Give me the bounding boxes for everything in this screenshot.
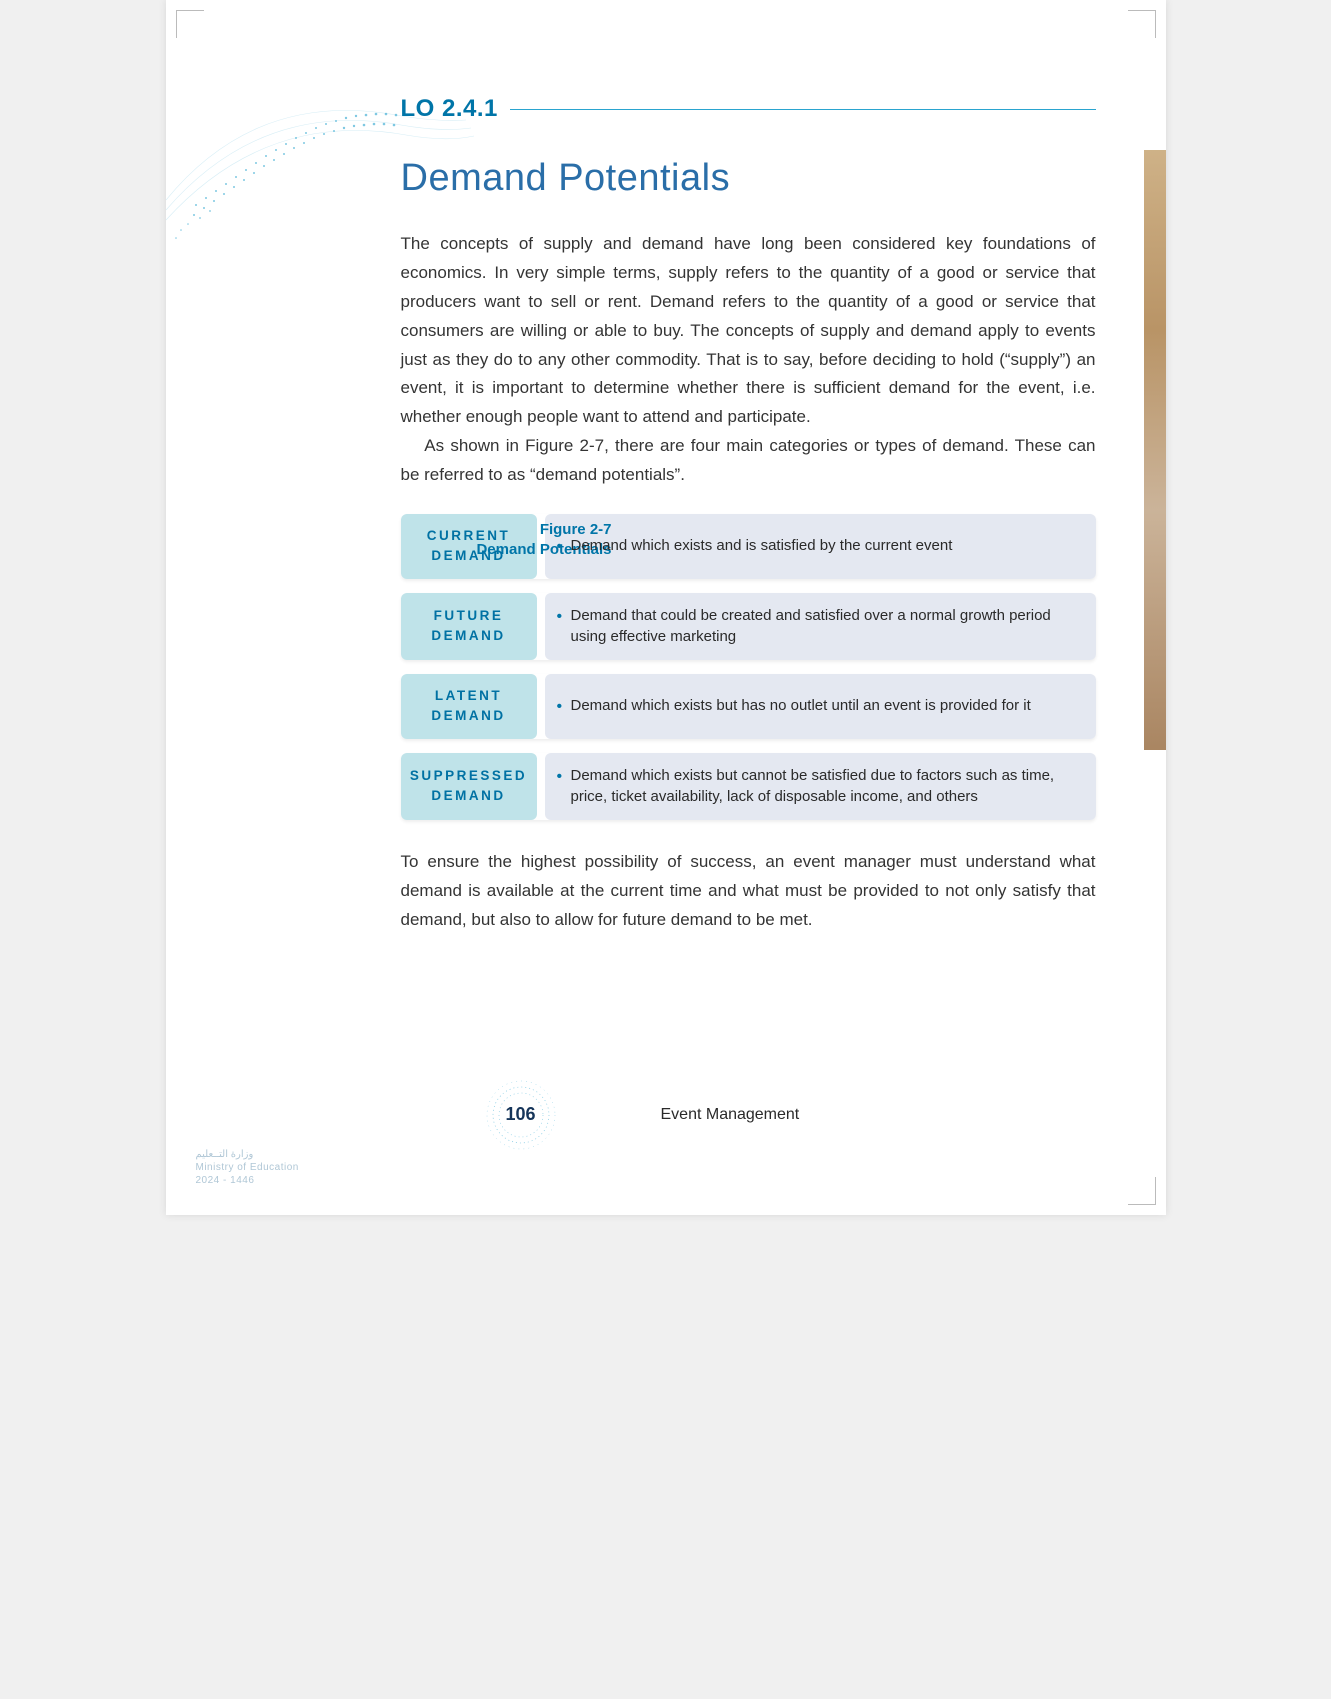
- ministry-year: 2024 - 1446: [196, 1174, 299, 1187]
- figure-2-7: Figure 2-7 Demand Potentials CURRENT DEM…: [401, 514, 1096, 820]
- running-book-title: Event Management: [661, 1106, 800, 1124]
- desc-text: Demand which exists but cannot be satisf…: [551, 765, 1078, 809]
- demand-desc: Demand which exists and is satisfied by …: [545, 514, 1096, 579]
- closing-paragraph: To ensure the highest possibility of suc…: [401, 848, 1096, 935]
- page-number-ornament: 106: [481, 1075, 561, 1155]
- demand-label: LATENT DEMAND: [401, 674, 537, 739]
- crop-mark: [176, 10, 204, 38]
- label-line: FUTURE: [434, 606, 504, 626]
- section-title: Demand Potentials: [401, 157, 1096, 200]
- page: LO 2.4.1 Demand Potentials The concepts …: [166, 0, 1166, 1215]
- crop-mark: [1128, 1177, 1156, 1205]
- lo-header-row: LO 2.4.1: [401, 95, 1096, 123]
- demand-desc: Demand which exists but cannot be satisf…: [545, 753, 1096, 821]
- label-line: DEMAND: [431, 786, 505, 806]
- demand-row-latent: LATENT DEMAND Demand which exists but ha…: [401, 674, 1096, 739]
- label-line: LATENT: [435, 686, 502, 706]
- photo-bleed-strip: [1144, 150, 1166, 750]
- demand-label: FUTURE DEMAND: [401, 593, 537, 661]
- desc-text: Demand which exists but has no outlet un…: [551, 695, 1031, 717]
- content-column: LO 2.4.1 Demand Potentials The concepts …: [401, 0, 1096, 1155]
- label-line: SUPPRESSED: [410, 766, 527, 786]
- ministry-ar: وزارة التــعليم: [196, 1148, 299, 1161]
- demand-desc: Demand which exists but has no outlet un…: [545, 674, 1096, 739]
- ministry-stamp: وزارة التــعليم Ministry of Education 20…: [196, 1148, 299, 1187]
- demand-label: SUPPRESSED DEMAND: [401, 753, 537, 821]
- crop-mark: [1128, 10, 1156, 38]
- paragraph: As shown in Figure 2-7, there are four m…: [401, 432, 1096, 490]
- lo-rule: [510, 109, 1096, 110]
- ministry-en: Ministry of Education: [196, 1161, 299, 1174]
- demand-row-future: FUTURE DEMAND Demand that could be creat…: [401, 593, 1096, 661]
- intro-text: The concepts of supply and demand have l…: [401, 230, 1096, 490]
- page-number: 106: [505, 1104, 535, 1125]
- label-line: DEMAND: [431, 626, 505, 646]
- desc-text: Demand that could be created and satisfi…: [551, 605, 1078, 649]
- page-footer: 106 Event Management: [401, 1075, 1096, 1155]
- label-line: DEMAND: [431, 706, 505, 726]
- paragraph: The concepts of supply and demand have l…: [401, 230, 1096, 432]
- desc-text: Demand which exists and is satisfied by …: [551, 535, 953, 557]
- lo-label: LO 2.4.1: [401, 95, 498, 123]
- demand-desc: Demand that could be created and satisfi…: [545, 593, 1096, 661]
- demand-row-suppressed: SUPPRESSED DEMAND Demand which exists bu…: [401, 753, 1096, 821]
